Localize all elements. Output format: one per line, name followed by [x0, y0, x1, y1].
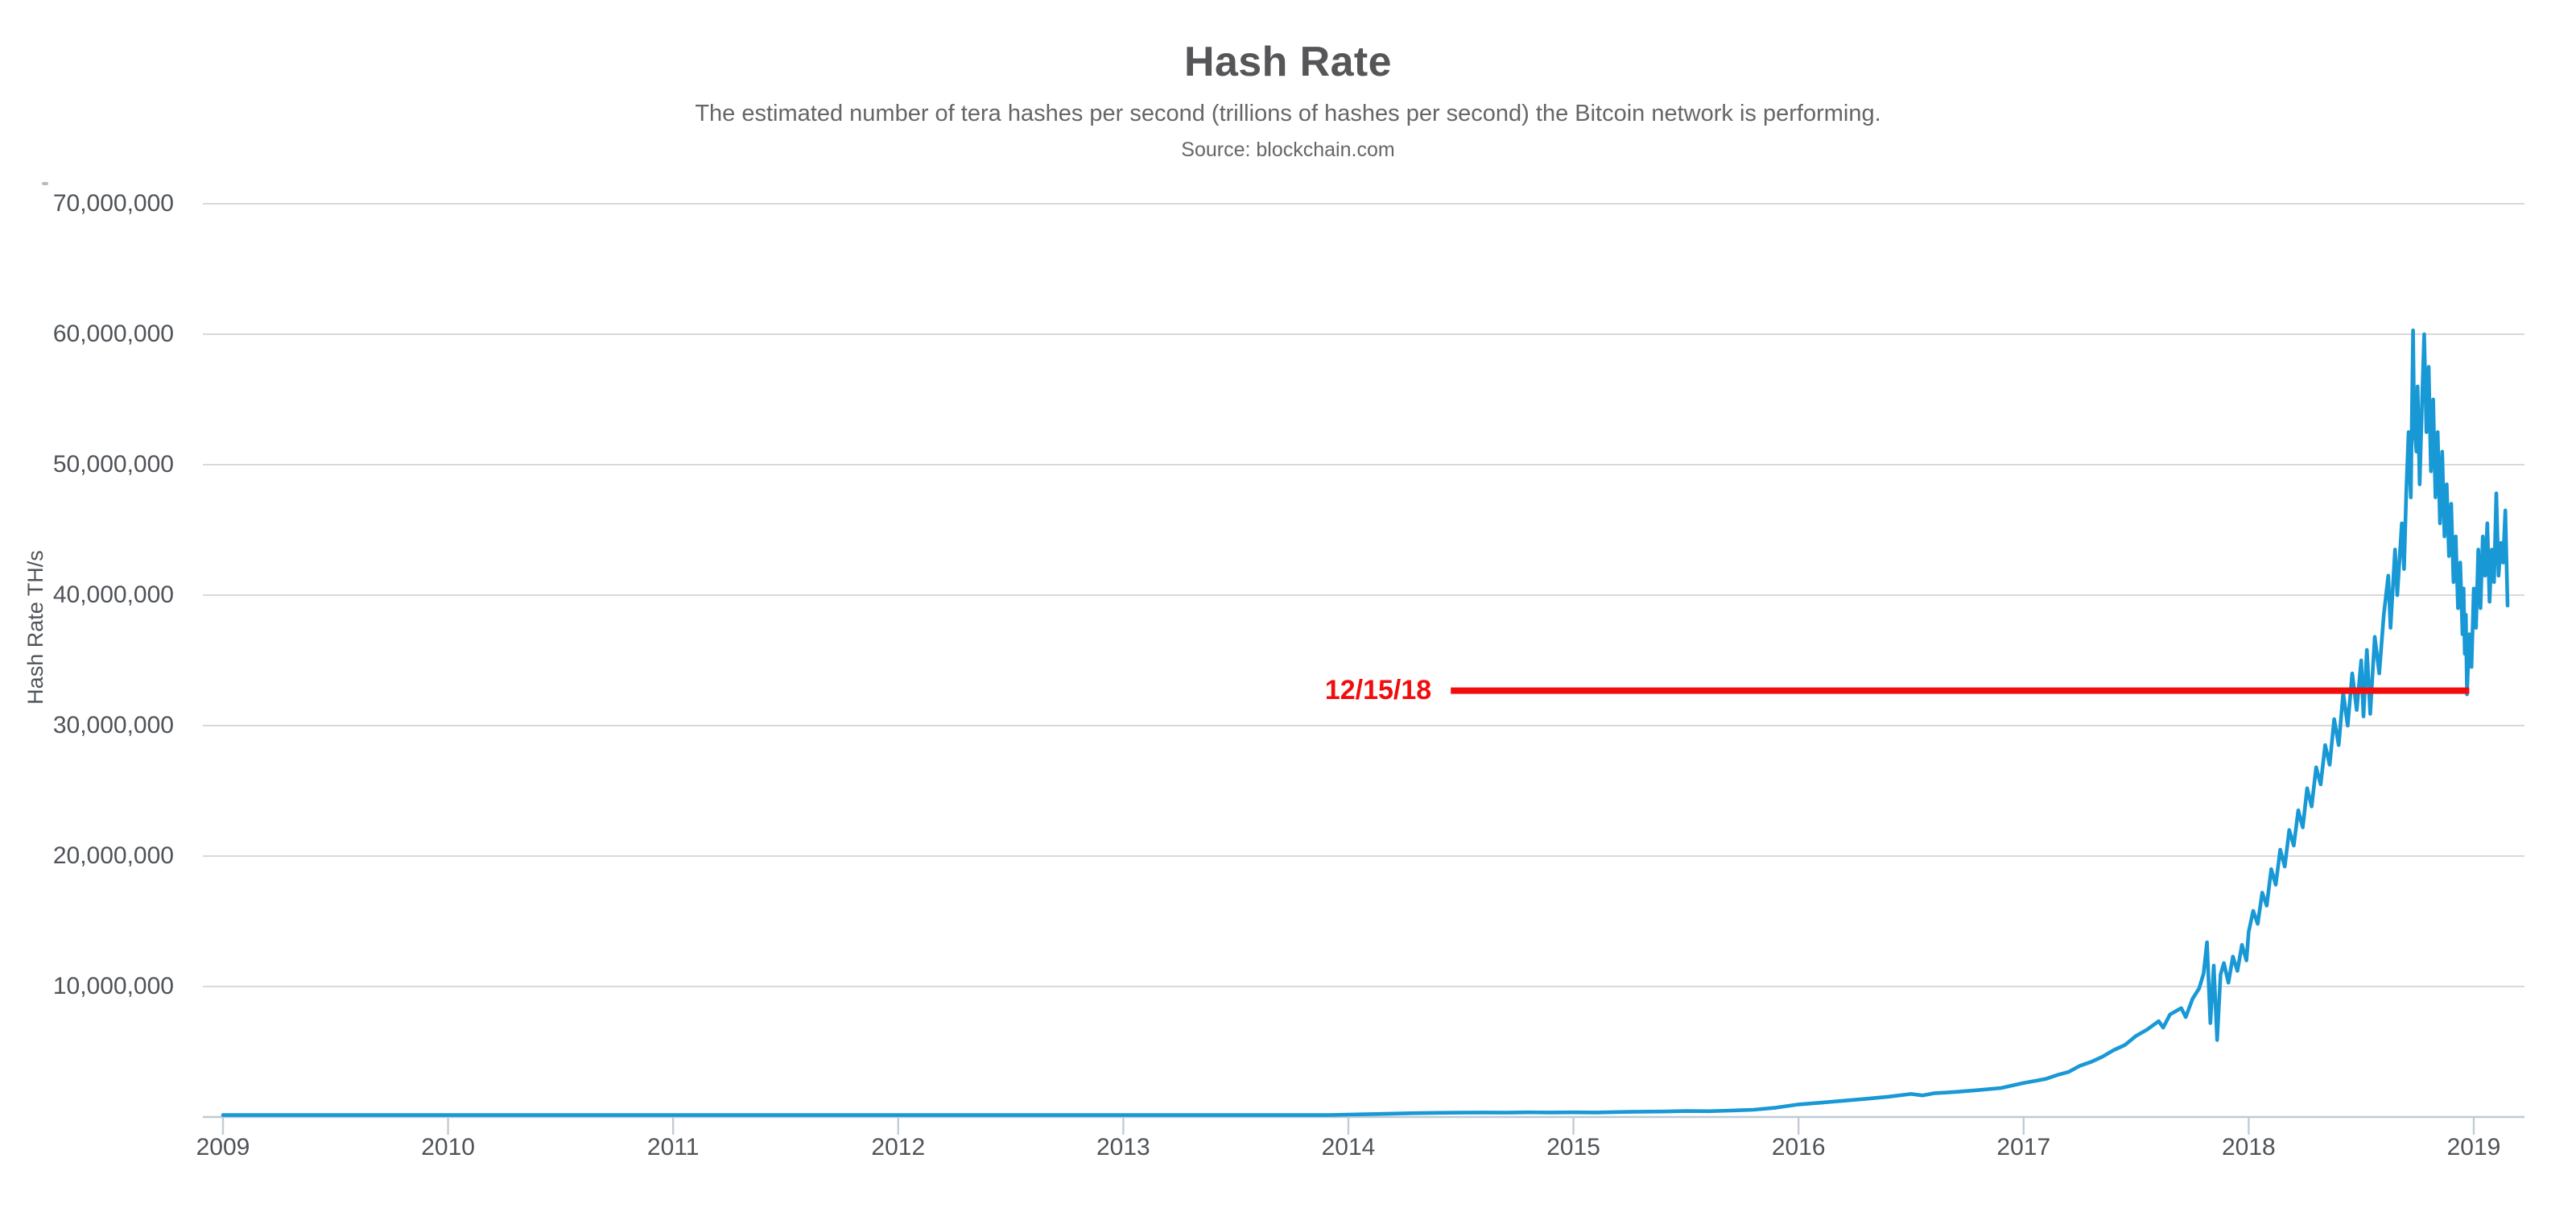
x-tick-label: 2009 [196, 1134, 250, 1161]
x-tick-label: 2010 [421, 1134, 475, 1161]
x-tick-label: 2011 [646, 1134, 700, 1161]
x-tick-label: 2019 [2446, 1134, 2501, 1161]
x-tick-label: 2017 [1996, 1134, 2051, 1161]
annotation-label: 12/15/18 [1324, 674, 1432, 705]
y-tick-label: 10,000,000 [52, 972, 174, 999]
chart-title: Hash Rate [1184, 37, 1392, 85]
x-tick-label: 2013 [1096, 1134, 1150, 1161]
y-tick-label: 60,000,000 [52, 320, 174, 347]
y-tick-label: 40,000,000 [52, 581, 174, 608]
chart-subtitle: The estimated number of tera hashes per … [695, 101, 1881, 127]
x-tick-label: 2018 [2222, 1134, 2276, 1161]
y-tick-label: 30,000,000 [52, 711, 174, 738]
x-tick-label: 2015 [1546, 1134, 1600, 1161]
y-tick-label: 50,000,000 [52, 450, 174, 478]
x-tick-label: 2012 [871, 1134, 926, 1161]
chart-source: Source: blockchain.com [1181, 139, 1395, 161]
x-tick-label: 2014 [1321, 1134, 1376, 1161]
hashrate-line [221, 328, 2510, 1117]
y-tick-label: 20,000,000 [52, 842, 174, 869]
y-tick-label: 70,000,000 [52, 189, 174, 217]
stray-mark [42, 182, 48, 185]
x-tick-label: 2016 [1771, 1134, 1826, 1161]
